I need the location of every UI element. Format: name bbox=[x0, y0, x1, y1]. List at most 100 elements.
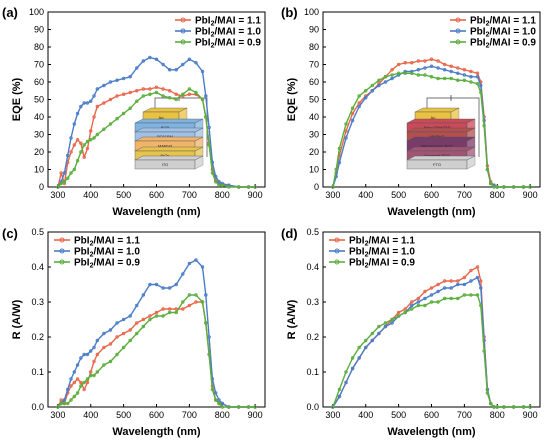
legend-entry: PbI2/MAI = 1.1 bbox=[195, 16, 261, 28]
data-point bbox=[337, 387, 342, 392]
data-point bbox=[108, 122, 113, 126]
data-point bbox=[492, 185, 496, 189]
data-point bbox=[194, 258, 198, 262]
data-point bbox=[181, 307, 185, 311]
data-point bbox=[181, 272, 185, 276]
data-point bbox=[154, 282, 159, 287]
data-point bbox=[200, 97, 205, 102]
panel-label: (a) bbox=[2, 5, 18, 20]
legend-entry: PbI2/MAI = 1.0 bbox=[470, 27, 536, 39]
data-point bbox=[148, 92, 152, 96]
data-point bbox=[161, 94, 165, 98]
data-point bbox=[59, 398, 63, 402]
data-point bbox=[217, 180, 221, 184]
data-point bbox=[207, 143, 211, 147]
data-point bbox=[423, 59, 427, 63]
data-point bbox=[495, 185, 499, 189]
legend-entry: PbI2/MAI = 1.0 bbox=[195, 27, 261, 39]
data-point bbox=[167, 68, 172, 72]
data-point bbox=[66, 153, 70, 158]
data-point bbox=[115, 352, 119, 357]
data-point bbox=[337, 394, 342, 399]
data-point bbox=[210, 387, 215, 392]
data-point bbox=[469, 268, 473, 273]
data-point bbox=[462, 282, 467, 287]
data-point bbox=[246, 185, 251, 189]
data-point bbox=[479, 90, 483, 95]
inset-layer-top bbox=[406, 146, 476, 152]
inset-layer-top bbox=[134, 146, 204, 152]
legend-marker bbox=[455, 17, 461, 23]
data-point bbox=[220, 183, 224, 187]
data-point bbox=[416, 300, 421, 304]
data-point bbox=[334, 167, 338, 172]
data-point bbox=[85, 352, 90, 357]
data-point bbox=[167, 286, 172, 290]
panel-label: (b) bbox=[281, 5, 298, 20]
inset-layer-label: PC61BM bbox=[157, 134, 173, 139]
data-point bbox=[167, 307, 172, 311]
data-point bbox=[475, 82, 480, 86]
data-point bbox=[403, 307, 407, 311]
inset-layer-top bbox=[406, 155, 476, 161]
data-point bbox=[350, 366, 355, 371]
data-point bbox=[253, 405, 257, 409]
data-point bbox=[377, 324, 381, 329]
data-point bbox=[462, 68, 467, 72]
series-line bbox=[57, 88, 256, 188]
data-point bbox=[469, 293, 473, 297]
data-point bbox=[161, 314, 165, 318]
x-tick-label: 400 bbox=[358, 190, 373, 200]
data-point bbox=[482, 124, 486, 128]
data-point bbox=[213, 180, 218, 184]
legend-marker bbox=[334, 237, 340, 243]
data-point bbox=[75, 138, 80, 142]
data-point bbox=[337, 146, 342, 151]
data-point bbox=[370, 331, 375, 336]
data-point bbox=[442, 76, 447, 81]
data-point bbox=[462, 73, 467, 77]
data-point bbox=[350, 118, 355, 123]
series-3 bbox=[331, 71, 532, 189]
legend-marker bbox=[334, 248, 340, 254]
data-point bbox=[357, 345, 361, 350]
data-point bbox=[213, 391, 218, 395]
data-point bbox=[174, 68, 178, 72]
data-point bbox=[442, 286, 447, 290]
data-point bbox=[416, 296, 421, 301]
data-point bbox=[82, 387, 86, 392]
data-point bbox=[204, 321, 208, 325]
data-point bbox=[502, 405, 506, 409]
data-point bbox=[344, 370, 348, 374]
y-tick-label: 40 bbox=[34, 112, 44, 122]
data-point bbox=[200, 300, 205, 304]
data-point bbox=[62, 180, 67, 184]
data-point bbox=[187, 57, 192, 61]
inset-layer-top bbox=[134, 127, 204, 133]
data-point bbox=[128, 75, 132, 79]
y-tick-label: 100 bbox=[29, 7, 44, 17]
inset-layer-label: Ag bbox=[159, 115, 164, 120]
data-point bbox=[416, 73, 421, 77]
data-point bbox=[95, 352, 100, 357]
data-point bbox=[141, 59, 146, 63]
data-point bbox=[429, 57, 434, 61]
y-tick-label: 70 bbox=[34, 60, 44, 70]
data-point bbox=[102, 363, 106, 367]
data-point bbox=[56, 405, 60, 409]
data-point bbox=[469, 279, 473, 283]
data-point bbox=[102, 83, 106, 88]
data-point bbox=[75, 391, 80, 395]
data-point bbox=[370, 83, 375, 88]
series-3 bbox=[56, 87, 257, 189]
data-point bbox=[128, 328, 132, 332]
y-tick-label: 0.4 bbox=[31, 262, 44, 272]
data-point bbox=[390, 317, 394, 322]
data-point bbox=[423, 296, 427, 301]
data-point bbox=[383, 80, 388, 84]
data-point bbox=[350, 356, 355, 360]
inset-layer-top bbox=[134, 136, 204, 142]
series-line bbox=[332, 294, 531, 408]
data-point bbox=[429, 300, 434, 304]
